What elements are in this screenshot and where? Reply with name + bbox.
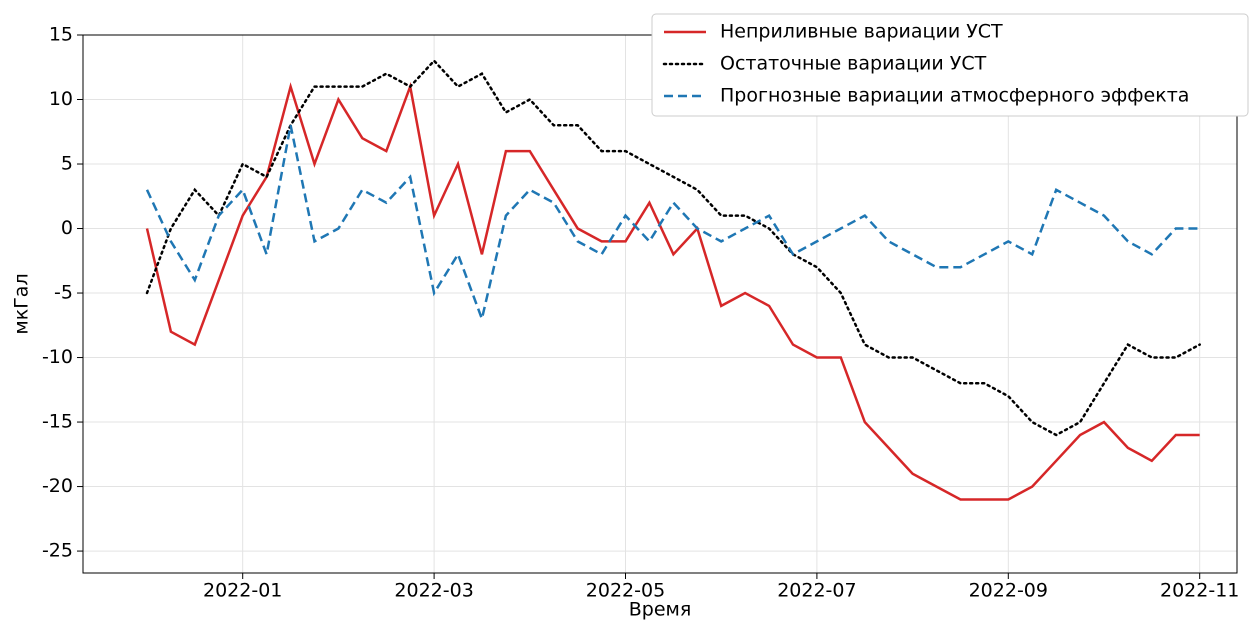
y-tick-label: -25 xyxy=(42,540,73,562)
y-tick-label: -20 xyxy=(42,475,73,497)
y-tick-label: -5 xyxy=(54,282,73,304)
data-line xyxy=(145,81,1200,501)
legend-label: Прогнозные вариации атмосферного эффекта xyxy=(720,85,1189,107)
y-tick-label: -15 xyxy=(42,411,73,433)
x-tick-label: 2022-07 xyxy=(777,580,856,602)
y-tick-label: -10 xyxy=(42,346,73,368)
y-tick-label: 5 xyxy=(61,153,73,175)
x-tick-label: 2022-01 xyxy=(203,580,282,602)
x-tick-label: 2022-11 xyxy=(1160,580,1239,602)
x-axis-label: Время xyxy=(629,599,692,621)
legend: Неприливные вариации УСТ Остаточные вариа… xyxy=(651,13,1249,117)
y-tick-label: 10 xyxy=(49,88,73,110)
y-tick-label: 15 xyxy=(49,24,73,46)
data-line xyxy=(145,125,1200,324)
legend-label: Остаточные вариации УСТ xyxy=(720,53,987,75)
legend-box xyxy=(651,13,1249,117)
data-line xyxy=(145,58,1201,437)
y-tick-label: 0 xyxy=(61,217,73,239)
x-tick-label: 2022-09 xyxy=(969,580,1048,602)
x-tick-label: 2022-03 xyxy=(394,580,473,602)
legend-label: Неприливные вариации УСТ xyxy=(720,21,1003,43)
y-axis-label: мкГал xyxy=(11,273,33,334)
x-tick-label: 2022-05 xyxy=(586,580,665,602)
